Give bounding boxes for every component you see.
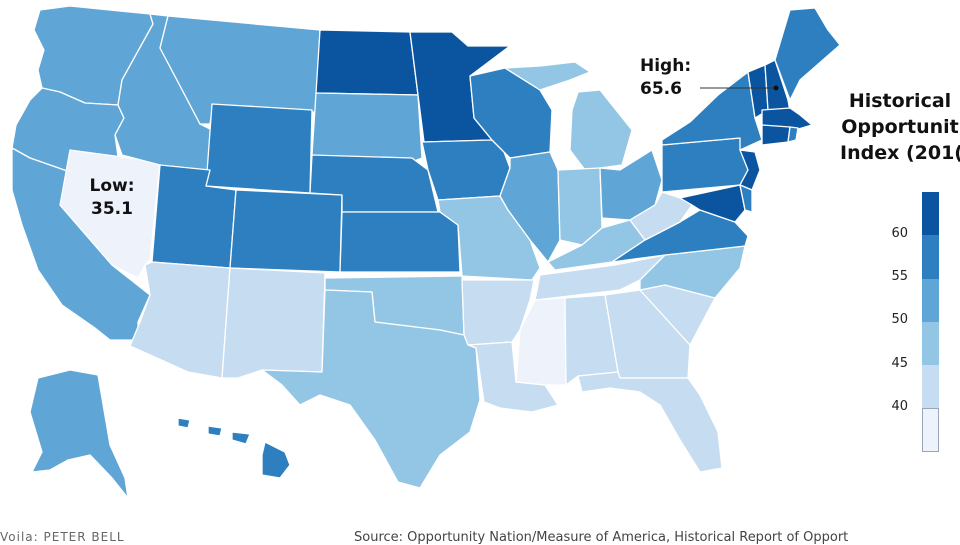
high-callout: High: 65.6 [640,55,698,101]
state-arkansas [461,279,535,346]
state-north-dakota [315,29,419,96]
legend-tick-label: 45 [891,356,908,371]
state-wyoming [205,103,313,194]
credit-line: Voila: PETER BELL [0,530,125,544]
legend-title: Historical Opportunit Index (201( [840,88,960,166]
state-south-dakota [311,92,423,163]
legend-swatch [922,408,939,452]
low-callout: Low: 35.1 [82,175,142,221]
legend-color-scale [922,192,939,452]
high-callout-label: High: [640,56,692,76]
state-illinois [499,151,561,263]
state-hawaii [261,441,291,479]
state-connecticut [761,124,791,146]
state-rhode-island [787,126,799,143]
state-michigan-up [504,61,591,91]
state-louisiana [467,341,559,413]
state-florida [577,371,723,473]
legend-swatch [922,365,939,409]
state-colorado [229,189,343,273]
legend-tick-label: 40 [891,399,908,414]
legend-tick-label: 60 [891,226,908,241]
state-hawaii-kauai [177,417,191,429]
state-iowa [421,139,511,201]
high-callout-value: 65.6 [640,79,682,99]
source-line: Source: Opportunity Nation/Measure of Am… [354,530,849,545]
legend-tick-label: 50 [891,312,908,327]
state-maine [774,7,841,101]
legend-tick-label: 55 [891,269,908,284]
state-kansas [339,211,461,273]
state-new-mexico [221,267,326,379]
state-pennsylvania [661,137,749,193]
state-michigan [569,89,633,171]
state-ohio [599,149,663,221]
low-callout-label: Low: [89,176,135,196]
legend-swatch [922,235,939,279]
legend-swatch [922,278,939,322]
state-hawaii-maui [231,431,251,445]
legend-title-line: Opportunit [841,116,959,138]
legend-swatch [922,321,939,366]
high-callout-marker [773,85,779,91]
legend-swatch [922,192,939,236]
state-hawaii-oahu [207,425,223,437]
state-new-york [661,71,763,151]
state-alaska [29,369,129,499]
state-virginia [611,209,749,263]
legend-title-line: Index (201( [840,142,960,164]
state-texas [261,289,481,489]
legend-title-line: Historical [848,90,952,112]
low-callout-value: 35.1 [91,199,133,219]
state-delaware [739,184,753,213]
state-arizona [129,261,231,379]
